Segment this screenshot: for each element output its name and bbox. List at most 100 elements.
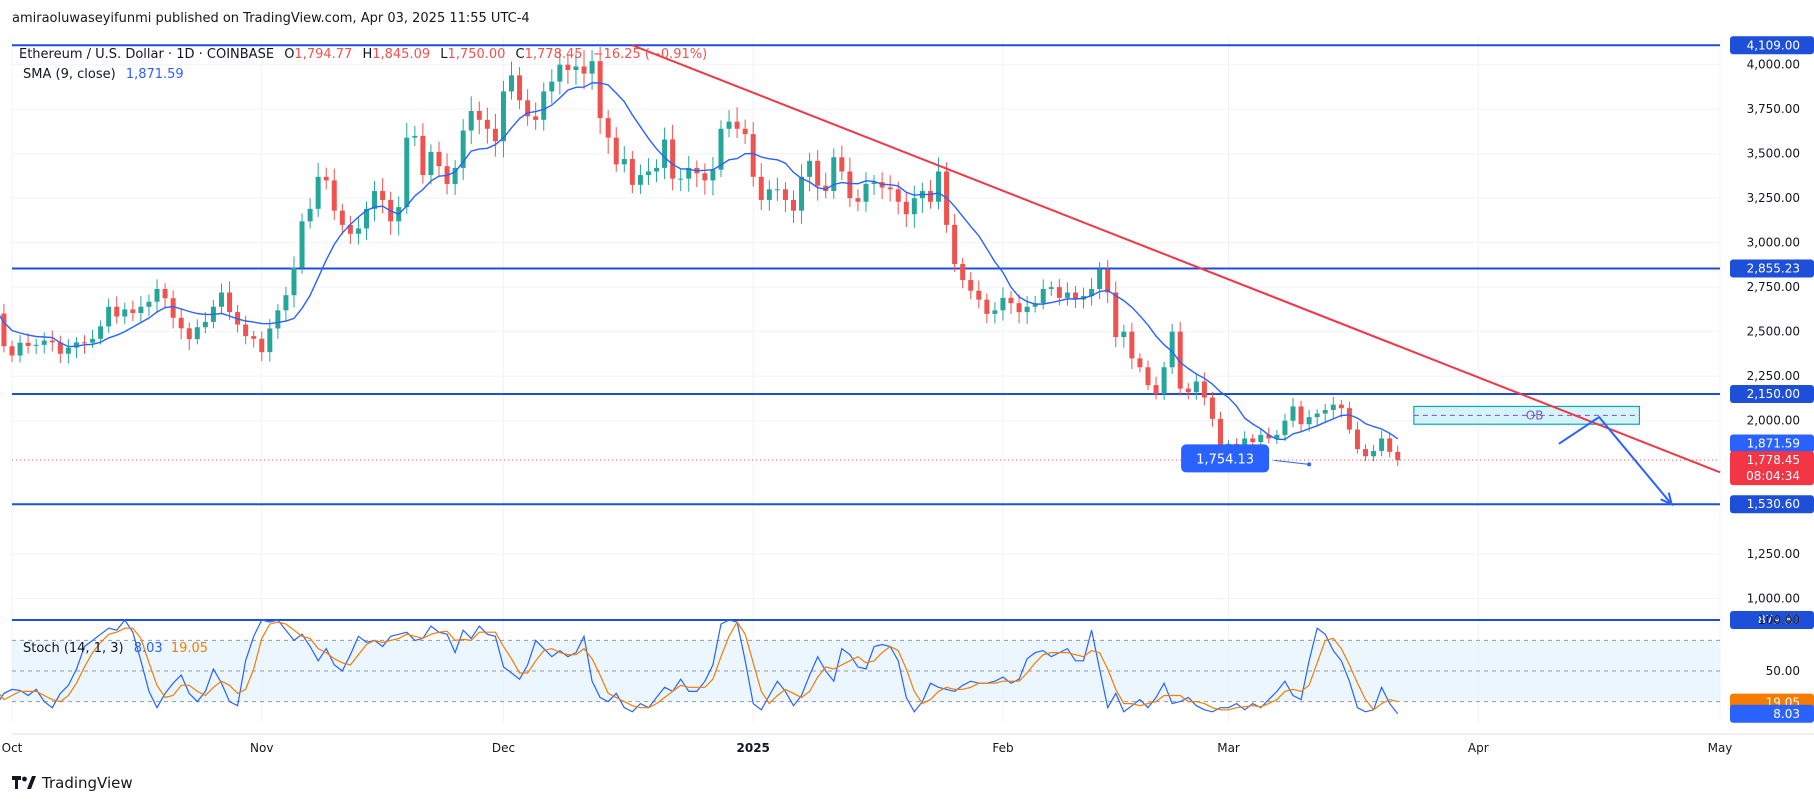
candle — [879, 172, 885, 200]
sma-legend[interactable]: SMA (9, close) 1,871.59 — [23, 67, 184, 82]
candle-body — [114, 306, 120, 317]
candle — [267, 319, 273, 362]
price-axis[interactable]: 1,000.00 1,250.00 2,000.00 2,250.00 2,500.00… — [1730, 36, 1814, 630]
candle-body — [839, 157, 845, 172]
candle — [1161, 361, 1167, 400]
candle — [98, 320, 104, 345]
low-marker-dot — [1307, 462, 1312, 467]
low-price-marker[interactable]: 1,754.13 — [1181, 444, 1312, 473]
candle — [718, 120, 724, 177]
candle-body — [654, 167, 660, 172]
candle-body — [702, 173, 708, 181]
candle-body — [1290, 406, 1296, 421]
candle — [9, 340, 15, 362]
candle — [428, 144, 434, 185]
candle — [976, 280, 982, 309]
candle-body — [1032, 303, 1038, 307]
candle-body — [1314, 413, 1320, 418]
candle — [1363, 444, 1369, 461]
candle — [871, 175, 877, 196]
candle — [500, 80, 506, 158]
candle — [1048, 281, 1054, 296]
candle — [1395, 445, 1401, 467]
order-block-box[interactable]: OB — [1413, 405, 1641, 425]
candle — [331, 168, 337, 220]
candle-body — [984, 299, 990, 314]
candle — [839, 145, 845, 181]
candle — [686, 155, 692, 192]
horizontal-levels[interactable] — [12, 44, 1720, 622]
candle-body — [412, 135, 418, 138]
candle — [380, 178, 386, 214]
candle-body — [887, 187, 893, 190]
descending-trendline[interactable] — [631, 44, 1721, 474]
candle — [347, 215, 353, 244]
tradingview-logo[interactable]: TradingView — [12, 774, 133, 792]
candle-body — [807, 160, 813, 177]
candle — [855, 189, 861, 212]
ohlc-l-label: L — [440, 47, 448, 62]
candle — [218, 283, 224, 314]
time-tick-label: Feb — [992, 741, 1013, 755]
candle-body — [766, 189, 772, 200]
candle-body — [871, 182, 877, 184]
candle — [468, 96, 474, 145]
symbol-legend[interactable]: Ethereum / U.S. Dollar · 1D · COINBASE O… — [19, 47, 707, 62]
candle-body — [65, 347, 71, 354]
candle-body — [90, 338, 96, 343]
candle-body — [581, 66, 587, 74]
candle-body — [549, 81, 555, 92]
candle-body — [509, 75, 515, 92]
candle-body — [25, 342, 31, 346]
candle-body — [227, 292, 233, 313]
candle — [694, 160, 700, 188]
candle — [363, 201, 369, 240]
candle — [186, 322, 192, 351]
price-tick-label: 2,500.00 — [1747, 325, 1800, 339]
candle-body — [380, 191, 386, 200]
stoch-legend[interactable]: Stoch (14, 1, 3) 8.03 19.05 — [23, 641, 208, 656]
ohlc-high: 1,845.09 — [372, 47, 430, 62]
candle-body — [1129, 331, 1135, 359]
candles — [1, 46, 1401, 467]
main-gridlines — [11, 38, 1814, 735]
candle — [1072, 286, 1078, 309]
candle — [968, 271, 974, 300]
candle — [65, 339, 71, 364]
candle — [1097, 262, 1103, 300]
low-marker-badge[interactable] — [1181, 444, 1270, 473]
candle-body — [259, 338, 265, 353]
candle-body — [130, 309, 136, 313]
level-badge-text: 2,150.00 — [1747, 387, 1800, 401]
candle-body — [831, 157, 837, 192]
candle-body — [372, 191, 378, 209]
candle — [146, 294, 152, 317]
candle-body — [194, 327, 200, 340]
candle-body — [299, 221, 305, 268]
candle-body — [1282, 420, 1288, 435]
price-tick-label: 2,000.00 — [1747, 414, 1800, 428]
time-axis[interactable]: Oct Nov Dec 2025 Feb Mar Apr May — [2, 741, 1733, 755]
candle-body — [903, 201, 909, 215]
candle-body — [1056, 287, 1062, 298]
candle — [355, 216, 361, 245]
candle-body — [517, 75, 523, 101]
arrow-path[interactable] — [1558, 415, 1673, 505]
candle-body — [565, 64, 571, 71]
candle-body — [138, 306, 144, 313]
candle-body — [710, 169, 716, 181]
candle-body — [1201, 381, 1207, 398]
projection-arrow[interactable] — [1558, 415, 1674, 507]
candle-body — [49, 340, 55, 343]
candle — [1193, 374, 1199, 400]
candle — [1185, 383, 1191, 400]
candle-body — [1395, 451, 1401, 461]
candle-body — [331, 180, 337, 211]
candle — [1169, 323, 1175, 374]
candle — [1000, 287, 1006, 321]
candle-body — [911, 198, 917, 215]
candle — [372, 180, 378, 222]
candle — [831, 148, 837, 199]
